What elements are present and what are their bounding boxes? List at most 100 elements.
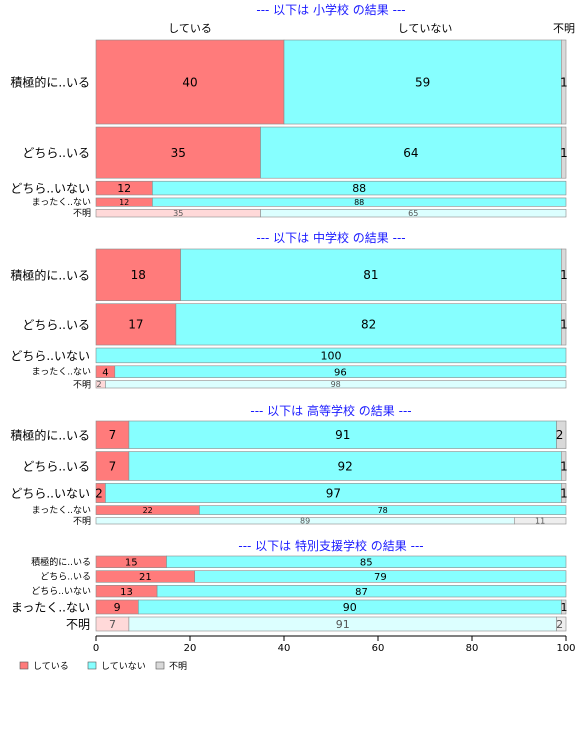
bar-segment [194,570,567,583]
data-label: 18 [131,268,146,282]
bar-segment [180,248,562,301]
row-label: 積極的に..いる [10,427,90,442]
x-tick-label: 60 [372,643,385,654]
data-label: 1 [560,459,568,473]
x-tick-label: 20 [184,643,197,654]
bar-segment [152,197,567,207]
bar-segment [260,209,567,218]
bar-segment [175,303,562,346]
row-label: まったく..ない [32,367,91,378]
legend-label: 不明 [169,661,187,672]
bar-segment [95,451,130,481]
data-label: 1 [560,268,568,282]
row-label: どちら..いない [10,349,90,363]
data-label: 12 [119,198,129,207]
panel-title: --- 以下は 高等学校 の結果 --- [250,403,411,418]
bar-segment [128,451,562,481]
bar-segment [152,180,567,196]
data-label: 88 [352,182,366,195]
bar-segment [560,483,567,503]
data-label: 81 [363,268,378,282]
bar-segment [556,616,567,632]
data-label: 12 [117,182,131,195]
row-label: 不明 [73,208,91,219]
data-label: 92 [337,459,352,473]
data-label: 1 [560,486,568,500]
data-label: 100 [321,349,342,362]
bar-segment [513,517,567,525]
column-header: 不明 [553,22,575,35]
row-label: どちら..いない [31,586,91,597]
data-label: 97 [326,486,341,500]
column-header: していない [398,22,453,35]
data-label: 1 [560,146,568,160]
data-label: 15 [125,557,138,568]
data-label: 88 [354,198,364,207]
data-label: 1 [560,318,568,332]
data-label: 1 [560,75,568,89]
legend-swatch [155,661,165,670]
data-label: 13 [120,587,133,598]
x-tick-label: 40 [278,643,291,654]
data-label: 85 [360,557,373,568]
row-label: まったく..ない [32,197,91,208]
row-label: どちら..いる [22,318,90,332]
bar-segment [199,505,567,515]
data-label: 7 [109,618,116,631]
bar-segment [95,347,567,364]
row-label: 不明 [66,618,90,632]
column-header: している [168,22,212,35]
row-label: どちら..いない [10,487,90,501]
x-tick-label: 0 [93,643,99,654]
bar-segment [114,365,567,378]
bar-segment [105,380,567,389]
bar-segment [560,126,567,179]
data-label: 9 [114,601,121,614]
row-label: どちら..いない [10,182,90,196]
data-label: 2 [96,380,101,389]
panel-title: --- 以下は 中学校 の結果 --- [256,230,405,245]
legend-swatch [19,661,29,670]
data-label: 87 [355,587,368,598]
row-label: 積極的に..いる [10,75,90,90]
bar-segment [283,39,562,125]
legend-swatch [87,661,97,670]
data-label: 89 [300,517,310,526]
bar-segment [156,585,567,598]
bar-segment [560,248,567,301]
data-label: 2 [95,486,103,500]
bar-segment [560,599,567,615]
bar-segment [95,39,285,125]
data-label: 35 [171,146,186,160]
data-label: 2 [556,618,563,631]
data-label: 96 [334,367,347,378]
row-label: どちら..いる [22,459,90,473]
bar-segment [95,303,177,346]
row-label: 積極的に..いる [31,556,91,568]
legend-label: していない [101,661,146,672]
bar-segment [560,39,567,125]
data-label: 40 [182,75,197,89]
data-label: 59 [415,75,430,89]
bar-segment [95,420,130,449]
data-label: 22 [143,506,153,515]
data-label: 21 [139,572,152,583]
data-label: 98 [331,380,341,389]
data-label: 79 [374,572,387,583]
legend-label: している [33,661,69,672]
bar-segment [556,420,567,449]
data-label: 78 [378,506,388,515]
data-label: 91 [336,618,350,631]
data-label: 7 [109,428,117,442]
data-label: 2 [556,428,564,442]
data-label: 64 [403,146,418,160]
data-label: 82 [361,318,376,332]
bar-segment [128,420,557,449]
data-label: 4 [102,367,108,378]
data-label: 7 [109,459,117,473]
bar-segment [260,126,562,179]
data-label: 91 [335,428,350,442]
bar-segment [95,248,181,301]
